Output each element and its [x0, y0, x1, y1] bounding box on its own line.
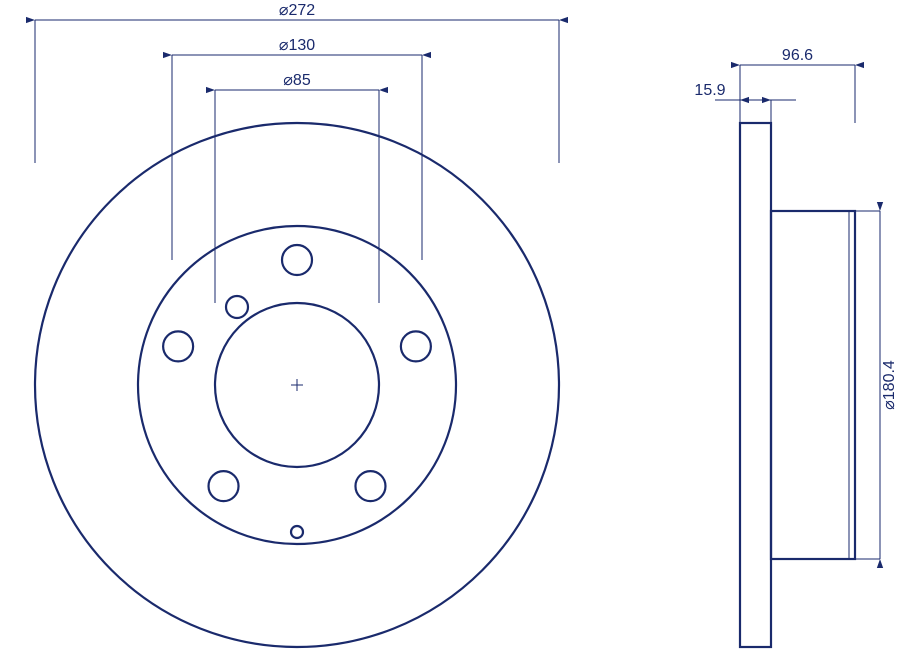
- svg-text:⌀180.4: ⌀180.4: [881, 360, 898, 410]
- svg-text:⌀272: ⌀272: [279, 2, 315, 19]
- svg-text:96.6: 96.6: [782, 47, 813, 64]
- svg-text:⌀85: ⌀85: [283, 72, 311, 89]
- engineering-drawing: ⌀272 ⌀130 ⌀85 96.6 15.9 ⌀180.4: [0, 0, 900, 665]
- svg-text:15.9: 15.9: [694, 82, 725, 99]
- svg-text:⌀130: ⌀130: [279, 37, 315, 54]
